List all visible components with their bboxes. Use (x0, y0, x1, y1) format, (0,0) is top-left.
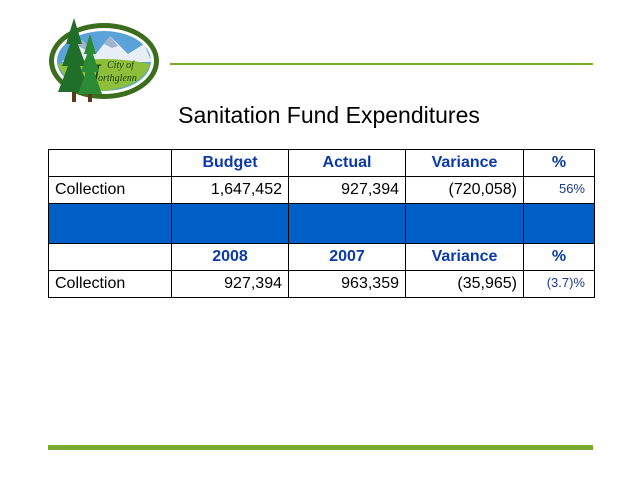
table2-2007-value: 963,359 (288, 270, 406, 298)
table2-header-row: 2008 2007 Variance % (48, 243, 595, 271)
city-of-northglenn-logo: City of orthglenn N (44, 14, 174, 110)
table1-budget-value: 1,647,452 (171, 176, 289, 204)
table1-header-blank (48, 149, 172, 177)
band-cell (523, 203, 595, 244)
table2-header-blank (48, 243, 172, 271)
table2-header-2007: 2007 (288, 243, 406, 271)
top-divider (170, 63, 593, 65)
table1-actual-value: 927,394 (288, 176, 406, 204)
table2-header-percent: % (523, 243, 595, 271)
sanitation-fund-table: Budget Actual Variance % Collection 1,64… (48, 149, 595, 298)
table1-variance-value: (720,058) (405, 176, 524, 204)
table2-header-2008: 2008 (171, 243, 289, 271)
bottom-divider (48, 445, 593, 450)
blue-separator-row (48, 203, 595, 244)
band-cell (405, 203, 524, 244)
table1-header-budget: Budget (171, 149, 289, 177)
table1-header-row: Budget Actual Variance % (48, 149, 595, 177)
table2-header-variance: Variance (405, 243, 524, 271)
table1-row-label: Collection (48, 176, 172, 204)
table1-row-collection: Collection 1,647,452 927,394 (720,058) 5… (48, 176, 595, 204)
logo-line1: City of (107, 60, 135, 71)
table2-row-label: Collection (48, 270, 172, 298)
table1-header-variance: Variance (405, 149, 524, 177)
table2-percent-value: (3.7)% (523, 270, 595, 298)
table1-header-percent: % (523, 149, 595, 177)
band-cell (288, 203, 406, 244)
band-cell (171, 203, 289, 244)
table2-2008-value: 927,394 (171, 270, 289, 298)
band-cell (48, 203, 172, 244)
table2-variance-value: (35,965) (405, 270, 524, 298)
page-title: Sanitation Fund Expenditures (178, 102, 480, 128)
table1-percent-value: 56% (523, 176, 595, 204)
table1-header-actual: Actual (288, 149, 406, 177)
logo-line2: orthglenn (98, 73, 137, 84)
table2-row-collection: Collection 927,394 963,359 (35,965) (3.7… (48, 270, 595, 298)
